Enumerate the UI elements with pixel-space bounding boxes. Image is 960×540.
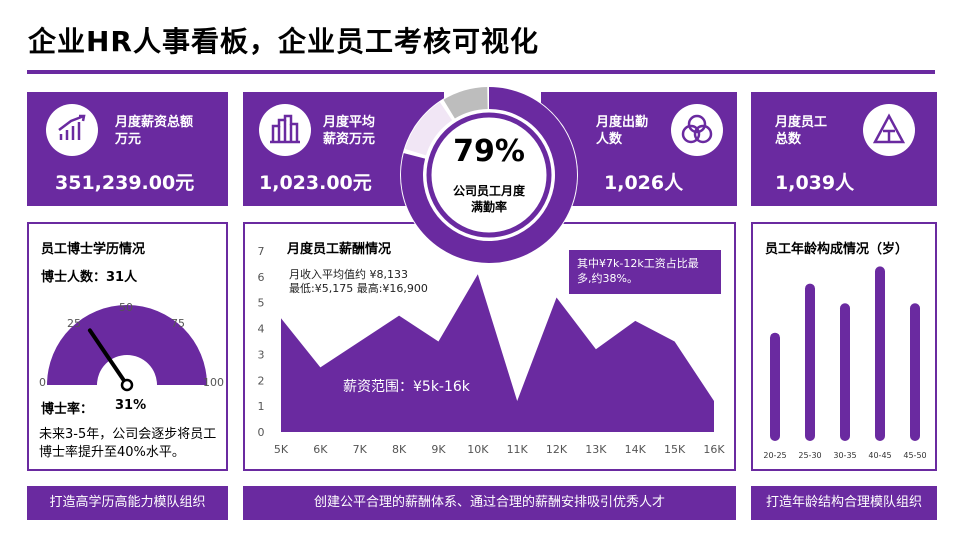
gauge-needle-hub (120, 378, 134, 392)
salary-x-tick: 12K (546, 443, 568, 456)
bar-growth-icon (46, 104, 98, 156)
salary-x-tick: 6K (313, 443, 328, 456)
kpi-value-avg-salary: 1,023.00元 (259, 172, 372, 194)
age-x-tick: 30-35 (833, 451, 856, 460)
age-panel-title: 员工年龄构成情况（岁） (765, 242, 909, 257)
salary-x-tick: 10K (467, 443, 489, 456)
salary-x-tick: 15K (664, 443, 686, 456)
donut-label-line1: 公司员工月度 (452, 184, 525, 198)
age-x-tick: 45-50 (903, 451, 926, 460)
salary-y-tick: 6 (258, 271, 265, 284)
salary-x-tick: 9K (431, 443, 446, 456)
salary-x-tick: 7K (353, 443, 368, 456)
title-divider (27, 70, 935, 74)
kpi-value-headcount: 1,039人 (775, 172, 855, 194)
kpi-label: 月度平均 (323, 115, 376, 130)
footer-btn-age-structure[interactable]: 打造年龄结构合理模队组织 (751, 486, 937, 520)
kpi-card-headcount[interactable]: 月度员工 总数 1,039人 (751, 92, 937, 206)
gauge-tick: 100 (203, 376, 224, 389)
salary-panel-title: 月度员工薪酬情况 (287, 242, 392, 257)
gauge-tick: 0 (39, 376, 46, 389)
gauge-needle (87, 328, 134, 392)
salary-y-tick: 3 (258, 348, 265, 361)
gauge-tick: 75 (171, 317, 185, 330)
salary-callout: 其中¥7k-12k工资占比最多,约38%。 (569, 250, 721, 294)
salary-area-series (281, 274, 714, 432)
triangle-layout-icon (863, 104, 915, 156)
building-chart-icon (259, 104, 311, 156)
phd-rate-value: 31% (115, 398, 147, 413)
phd-panel-title: 员工博士学历情况 (41, 242, 146, 257)
salary-x-tick: 11K (507, 443, 529, 456)
phd-note: 未来3-5年，公司会逐步将员工博士率提升至40%水平。 (39, 427, 217, 460)
donut-segment-light (404, 102, 453, 156)
gauge-tick: 25 (67, 317, 81, 330)
salary-x-tick: 14K (625, 443, 647, 456)
salary-area-chart: 0 1 2 3 4 5 6 7 5K 6K 7K 8K 9K 10K 11K 12K 13K 14K 15K 16K… (258, 245, 726, 456)
footer-btn-salary-system[interactable]: 创建公平合理的薪酬体系、通过合理的薪酬安排吸引优秀人才 (243, 486, 736, 520)
phd-panel: 员工博士学历情况 博士人数：31人 0 25 50 75 100 博士率： 31… (27, 222, 228, 471)
salary-callout-text: 其中¥7k-12k工资占比最多,约38%。 (577, 257, 699, 285)
age-x-tick: 20-25 (763, 451, 786, 460)
salary-x-tick: 16K (703, 443, 725, 456)
footer-btn-education[interactable]: 打造高学历高能力模队组织 (27, 486, 228, 520)
salary-y-tick: 4 (258, 323, 265, 336)
salary-y-tick: 0 (258, 426, 265, 439)
gauge-needle-line (87, 328, 129, 387)
attendance-donut (400, 86, 578, 264)
venn-circles-icon (671, 104, 723, 156)
salary-x-tick: 13K (585, 443, 607, 456)
donut-label-line2: 满勤率 (470, 200, 507, 214)
salary-y-tick: 5 (258, 297, 265, 310)
donut-segment-grey (443, 87, 488, 119)
kpi-label: 月度出勤 (596, 115, 649, 130)
kpi-card-total-salary[interactable]: 月度薪资总额 万元 351,239.00元 (27, 92, 228, 206)
age-x-tick: 25-30 (798, 451, 821, 460)
donut-percent: 79% (453, 134, 525, 169)
salary-stat-minmax: 最低:¥5,175 最高:¥16,900 (289, 282, 428, 295)
phd-rate-label: 博士率： (41, 402, 94, 417)
salary-y-tick: 1 (258, 400, 265, 413)
salary-y-tick: 2 (258, 374, 265, 387)
age-panel: 员工年龄构成情况（岁） 20-25 25-30 30-35 40-45 45-50 (751, 222, 937, 471)
salary-stat-avg: 月收入平均值约 ¥8,133 (289, 268, 408, 281)
age-bar-chart: 20-25 25-30 30-35 40-45 45-50 (763, 266, 927, 460)
kpi-unit: 人数 (596, 132, 623, 147)
salary-x-tick: 8K (392, 443, 407, 456)
salary-range-label: 薪资范围：¥5k-16k (343, 378, 471, 395)
kpi-value-total-salary: 351,239.00元 (55, 172, 195, 194)
kpi-label: 月度薪资总额 (115, 115, 194, 130)
kpi-unit: 薪资万元 (323, 132, 376, 147)
page-title: 企业HR人事看板，企业员工考核可视化 (28, 25, 539, 58)
phd-gauge: 0 25 50 75 100 (39, 301, 224, 392)
salary-y-tick: 7 (258, 245, 265, 258)
kpi-label: 月度员工 (775, 115, 828, 130)
phd-count: 博士人数：31人 (41, 270, 138, 285)
kpi-unit: 总数 (775, 132, 802, 147)
kpi-unit: 万元 (115, 132, 142, 147)
gauge-tick: 50 (119, 301, 133, 314)
kpi-value-attendance: 1,026人 (604, 172, 684, 194)
salary-x-tick: 5K (274, 443, 289, 456)
age-x-tick: 40-45 (868, 451, 891, 460)
